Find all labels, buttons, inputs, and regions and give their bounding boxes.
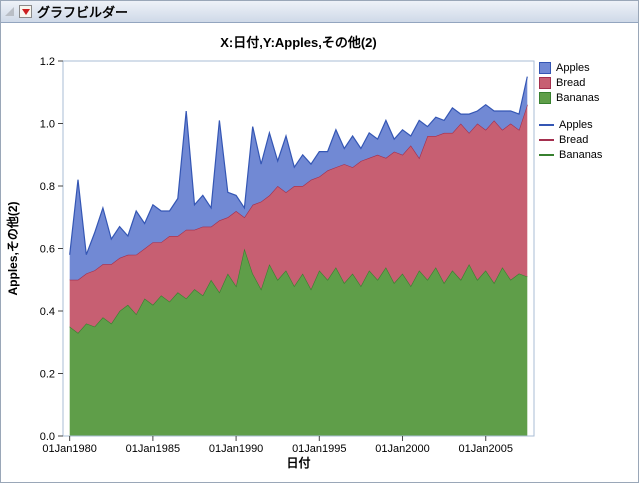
legend-line-item-apples[interactable]: Apples bbox=[539, 118, 602, 131]
apples-swatch bbox=[539, 61, 551, 74]
area-bread[interactable] bbox=[69, 104, 528, 333]
legend: Apples Bread Bananas Apples Br bbox=[539, 61, 602, 161]
legend-label: Apples bbox=[559, 118, 593, 131]
legend-fill-group: Apples Bread Bananas bbox=[539, 61, 602, 104]
outline-disclosure-icon[interactable] bbox=[5, 7, 14, 16]
legend-label: Bread bbox=[559, 133, 589, 146]
legend-item-bananas[interactable]: Bananas bbox=[539, 91, 602, 104]
legend-label: Bread bbox=[556, 76, 586, 89]
red-triangle-glyph bbox=[21, 8, 30, 15]
bananas-swatch bbox=[539, 91, 551, 104]
x-tick-label: 01Jan1985 bbox=[126, 443, 180, 455]
legend-item-apples[interactable]: Apples bbox=[539, 61, 602, 74]
line-apples bbox=[69, 76, 528, 255]
y-tick-label: 0.2 bbox=[40, 369, 55, 381]
bananas-line-swatch bbox=[539, 153, 554, 156]
legend-label: Apples bbox=[556, 61, 590, 74]
plot-svg[interactable]: 0.0 0.2 0.4 0.6 0.8 1.0 1.2 01Jan1980 01Jan1985 0… bbox=[1, 23, 639, 481]
x-tick-label: 01Jan1980 bbox=[42, 443, 96, 455]
legend-label: Bananas bbox=[559, 148, 603, 161]
y-tick-label: 0.6 bbox=[40, 244, 55, 256]
bread-swatch bbox=[539, 76, 551, 89]
x-tick-label: 01Jan2005 bbox=[459, 443, 513, 455]
report-titlebar: グラフビルダー bbox=[1, 1, 638, 23]
x-tick-label: 01Jan2000 bbox=[375, 443, 429, 455]
legend-line-group: Apples Bread Bananas bbox=[539, 118, 602, 161]
y-tick-label: 1.0 bbox=[40, 119, 55, 131]
red-triangle-menu-icon[interactable] bbox=[19, 5, 32, 18]
y-tick-label: 1.2 bbox=[40, 56, 55, 68]
chart-title: X:日付,Y:Apples,その他(2) bbox=[220, 35, 377, 50]
y-tick-label: 0.4 bbox=[40, 306, 55, 318]
report-title: グラフビルダー bbox=[37, 5, 129, 20]
graph-area: X:日付,Y:Apples,その他(2) 0.0 0.2 0.4 0.6 0.8 1.0 1… bbox=[1, 23, 638, 482]
x-tick-label: 01Jan1990 bbox=[209, 443, 263, 455]
y-tick-label: 0.0 bbox=[40, 431, 55, 443]
legend-line-item-bread[interactable]: Bread bbox=[539, 133, 602, 146]
legend-line-item-bananas[interactable]: Bananas bbox=[539, 148, 602, 161]
y-axis-label: Apples,その他(2) bbox=[5, 201, 20, 295]
area-apples[interactable] bbox=[69, 76, 528, 280]
apples-line-swatch bbox=[539, 123, 554, 126]
y-tick-label: 0.8 bbox=[40, 181, 55, 193]
bread-line-swatch bbox=[539, 138, 554, 141]
legend-label: Bananas bbox=[556, 91, 600, 104]
legend-item-bread[interactable]: Bread bbox=[539, 76, 602, 89]
x-tick-label: 01Jan1995 bbox=[292, 443, 346, 455]
area-bananas[interactable] bbox=[69, 248, 528, 437]
x-axis-label: 日付 bbox=[286, 455, 310, 470]
